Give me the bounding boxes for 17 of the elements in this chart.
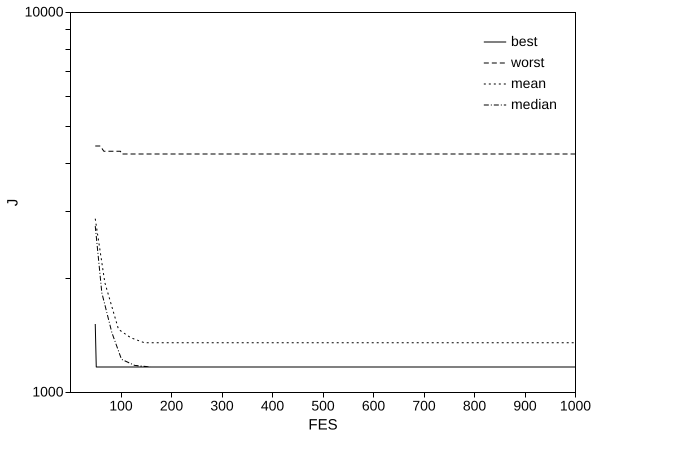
x-tick-label: 200 <box>160 398 184 414</box>
x-tick-label: 500 <box>311 398 335 414</box>
legend-label: best <box>511 33 538 49</box>
y-tick-label: 10000 <box>24 4 64 20</box>
legend-label: mean <box>511 75 546 91</box>
x-tick-label: 700 <box>412 398 436 414</box>
x-axis-title: FES <box>308 416 338 434</box>
y-axis-title: J <box>4 198 22 206</box>
legend-label: worst <box>510 54 545 70</box>
x-tick-label: 400 <box>260 398 284 414</box>
x-tick-label: 100 <box>109 398 133 414</box>
x-tick-label: 800 <box>462 398 486 414</box>
legend-label: median <box>511 96 557 112</box>
x-tick-label: 1000 <box>560 398 592 414</box>
x-tick-label: 600 <box>362 398 386 414</box>
x-tick-label: 300 <box>210 398 234 414</box>
x-tick-label: 900 <box>513 398 537 414</box>
